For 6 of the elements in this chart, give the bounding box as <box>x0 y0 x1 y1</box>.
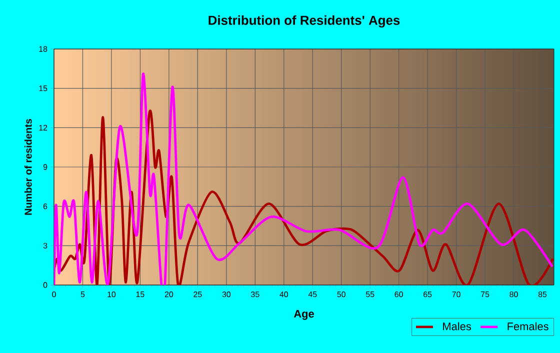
chart-title: Distribution of Residents' Ages <box>208 15 400 28</box>
legend-label: Males <box>443 322 472 330</box>
y-axis-title: Number of residents <box>24 118 32 215</box>
line-series <box>54 72 554 285</box>
x-axis-title: Age <box>294 310 314 320</box>
legend-label: Females <box>508 322 548 330</box>
